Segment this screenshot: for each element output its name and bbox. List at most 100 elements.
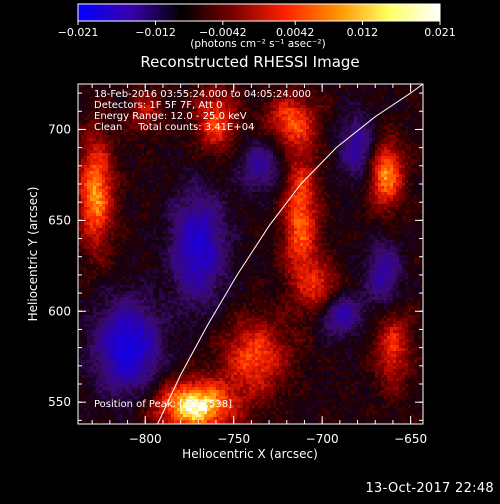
heatmap-cell — [168, 174, 171, 177]
heatmap-cell — [372, 135, 375, 138]
heatmap-cell — [408, 189, 411, 192]
heatmap-cell — [333, 162, 336, 165]
heatmap-cell — [183, 144, 186, 147]
heatmap-cell — [345, 165, 348, 168]
heatmap-cell — [414, 93, 417, 96]
heatmap-cell — [369, 153, 372, 156]
heatmap-cell — [249, 165, 252, 168]
heatmap-cell — [210, 201, 213, 204]
heatmap-cell — [411, 93, 414, 96]
heatmap-cell — [84, 153, 87, 156]
heatmap-cell — [375, 141, 378, 144]
heatmap-cell — [237, 147, 240, 150]
heatmap-cell — [117, 159, 120, 162]
heatmap-cell — [150, 204, 153, 207]
heatmap-cell — [249, 204, 252, 207]
heatmap-cell — [150, 207, 153, 210]
heatmap-cell — [363, 177, 366, 180]
heatmap-cell — [240, 153, 243, 156]
heatmap-cell — [141, 201, 144, 204]
heatmap-cell — [84, 198, 87, 201]
heatmap-cell — [312, 207, 315, 210]
heatmap-cell — [78, 210, 81, 213]
heatmap-cell — [387, 147, 390, 150]
heatmap-cell — [327, 102, 330, 105]
heatmap-cell — [243, 180, 246, 183]
heatmap-cell — [390, 156, 393, 159]
heatmap-cell — [138, 171, 141, 174]
heatmap-cell — [282, 84, 285, 87]
heatmap-cell — [357, 171, 360, 174]
heatmap-cell — [276, 108, 279, 111]
heatmap-cell — [312, 144, 315, 147]
heatmap-cell — [360, 159, 363, 162]
heatmap-cell — [372, 198, 375, 201]
heatmap-cell — [159, 180, 162, 183]
heatmap-cell — [222, 162, 225, 165]
heatmap-cell — [213, 186, 216, 189]
heatmap-cell — [177, 201, 180, 204]
heatmap-cell — [351, 180, 354, 183]
heatmap-cell — [111, 180, 114, 183]
heatmap-cell — [300, 114, 303, 117]
heatmap-cell — [177, 198, 180, 201]
heatmap-cell — [111, 204, 114, 207]
heatmap-cell — [90, 93, 93, 96]
heatmap-cell — [150, 201, 153, 204]
heatmap-cell — [363, 162, 366, 165]
heatmap-cell — [369, 201, 372, 204]
heatmap-cell — [276, 153, 279, 156]
heatmap-cell — [135, 207, 138, 210]
heatmap-cell — [234, 201, 237, 204]
heatmap-cell — [231, 150, 234, 153]
heatmap-cell — [228, 171, 231, 174]
heatmap-cell — [342, 174, 345, 177]
heatmap-cell — [267, 135, 270, 138]
heatmap-cell — [381, 162, 384, 165]
heatmap-cell — [183, 162, 186, 165]
heatmap-cell — [129, 153, 132, 156]
heatmap-cell — [123, 204, 126, 207]
heatmap-cell — [282, 138, 285, 141]
heatmap-cell — [405, 87, 408, 90]
heatmap-cell — [327, 189, 330, 192]
heatmap-cell — [120, 186, 123, 189]
heatmap-cell — [294, 117, 297, 120]
heatmap-cell — [345, 84, 348, 87]
heatmap-cell — [210, 84, 213, 87]
heatmap-cell — [396, 108, 399, 111]
heatmap-cell — [267, 129, 270, 132]
heatmap-cell — [117, 189, 120, 192]
heatmap-cell — [354, 123, 357, 126]
heatmap-cell — [126, 189, 129, 192]
heatmap-cell — [99, 201, 102, 204]
heatmap-cell — [129, 177, 132, 180]
heatmap-cell — [321, 174, 324, 177]
heatmap-cell — [324, 111, 327, 114]
heatmap-cell — [174, 138, 177, 141]
heatmap-cell — [324, 93, 327, 96]
heatmap-cell — [282, 156, 285, 159]
heatmap-cell — [393, 147, 396, 150]
heatmap-cell — [123, 174, 126, 177]
heatmap-cell — [315, 195, 318, 198]
heatmap-cell — [399, 195, 402, 198]
heatmap-cell — [216, 201, 219, 204]
heatmap-cell — [330, 111, 333, 114]
heatmap-cell — [282, 159, 285, 162]
heatmap-cell — [417, 144, 420, 147]
heatmap-cell — [375, 117, 378, 120]
heatmap-cell — [372, 186, 375, 189]
heatmap-cell — [234, 84, 237, 87]
heatmap-cell — [336, 105, 339, 108]
heatmap-cell — [144, 138, 147, 141]
heatmap-cell — [354, 192, 357, 195]
heatmap-cell — [327, 174, 330, 177]
heatmap-cell — [279, 108, 282, 111]
heatmap-cell — [147, 183, 150, 186]
heatmap-cell — [363, 135, 366, 138]
heatmap-cell — [150, 159, 153, 162]
heatmap-cell — [228, 138, 231, 141]
heatmap-cell — [84, 126, 87, 129]
heatmap-cell — [279, 204, 282, 207]
